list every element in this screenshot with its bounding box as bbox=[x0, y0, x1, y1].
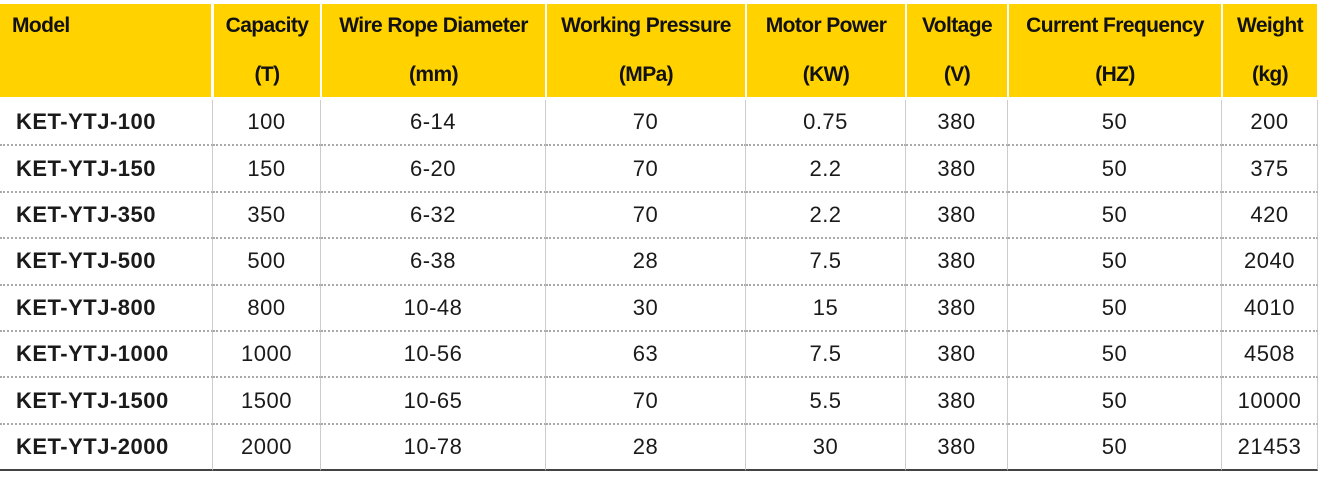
model-cell: KET-YTJ-2000 bbox=[0, 424, 213, 472]
data-cell: 4010 bbox=[1222, 285, 1318, 332]
header-unit: (MPa) bbox=[547, 52, 745, 97]
data-cell: 100 bbox=[213, 100, 321, 147]
model-cell: KET-YTJ-350 bbox=[0, 192, 213, 240]
header-title: Wire Rope Diameter bbox=[322, 4, 545, 52]
data-cell: 15 bbox=[746, 285, 906, 332]
header-title: Weight bbox=[1223, 4, 1317, 52]
data-cell: 150 bbox=[213, 146, 321, 193]
data-cell: 1500 bbox=[213, 378, 321, 425]
data-cell: 50 bbox=[1008, 146, 1222, 193]
header-unit bbox=[0, 52, 211, 97]
header-unit: (mm) bbox=[322, 52, 545, 97]
data-cell: 21453 bbox=[1222, 424, 1318, 472]
model-cell: KET-YTJ-500 bbox=[0, 239, 213, 286]
data-cell: 10-78 bbox=[321, 424, 546, 472]
data-cell: 200 bbox=[1222, 100, 1318, 147]
header-unit: (kg) bbox=[1223, 52, 1317, 97]
data-cell: 380 bbox=[906, 332, 1008, 379]
data-cell: 70 bbox=[546, 146, 746, 193]
data-cell: 2000 bbox=[213, 424, 321, 472]
data-cell: 380 bbox=[906, 378, 1008, 425]
model-cell: KET-YTJ-800 bbox=[0, 285, 213, 332]
data-cell: 380 bbox=[906, 100, 1008, 147]
data-cell: 50 bbox=[1008, 100, 1222, 147]
data-cell: 4508 bbox=[1222, 332, 1318, 379]
header-unit: (V) bbox=[907, 52, 1007, 97]
data-cell: 10-65 bbox=[321, 378, 546, 425]
data-cell: 6-20 bbox=[321, 146, 546, 193]
header-title: Model bbox=[0, 4, 211, 52]
data-cell: 0.75 bbox=[746, 100, 906, 147]
model-cell: KET-YTJ-100 bbox=[0, 100, 213, 147]
header-title: Working Pressure bbox=[547, 4, 745, 52]
data-cell: 380 bbox=[906, 239, 1008, 286]
data-cell: 350 bbox=[213, 192, 321, 240]
data-cell: 6-38 bbox=[321, 239, 546, 286]
data-cell: 10-48 bbox=[321, 285, 546, 332]
data-cell: 2.2 bbox=[746, 192, 906, 240]
data-cell: 70 bbox=[546, 378, 746, 425]
header-title: Capacity bbox=[214, 4, 320, 52]
data-cell: 30 bbox=[546, 285, 746, 332]
header-unit: (KW) bbox=[747, 52, 905, 97]
data-cell: 50 bbox=[1008, 239, 1222, 286]
header-title: Voltage bbox=[907, 4, 1007, 52]
data-cell: 380 bbox=[906, 424, 1008, 472]
data-cell: 6-14 bbox=[321, 100, 546, 147]
data-cell: 7.5 bbox=[746, 239, 906, 286]
data-cell: 380 bbox=[906, 192, 1008, 240]
data-cell: 7.5 bbox=[746, 332, 906, 379]
data-cell: 420 bbox=[1222, 192, 1318, 240]
header-title: Motor Power bbox=[747, 4, 905, 52]
data-cell: 10-56 bbox=[321, 332, 546, 379]
data-cell: 375 bbox=[1222, 146, 1318, 193]
model-cell: KET-YTJ-1500 bbox=[0, 378, 213, 425]
data-cell: 380 bbox=[906, 146, 1008, 193]
header-title: Current Frequency bbox=[1009, 4, 1221, 52]
header-unit: (T) bbox=[214, 52, 320, 97]
data-cell: 6-32 bbox=[321, 192, 546, 240]
data-cell: 50 bbox=[1008, 332, 1222, 379]
model-cell: KET-YTJ-1000 bbox=[0, 332, 213, 379]
data-cell: 10000 bbox=[1222, 378, 1318, 425]
data-cell: 63 bbox=[546, 332, 746, 379]
model-cell: KET-YTJ-150 bbox=[0, 146, 213, 193]
data-cell: 50 bbox=[1008, 424, 1222, 472]
data-cell: 2.2 bbox=[746, 146, 906, 193]
data-cell: 28 bbox=[546, 424, 746, 472]
data-cell: 50 bbox=[1008, 378, 1222, 425]
data-cell: 500 bbox=[213, 239, 321, 286]
data-cell: 800 bbox=[213, 285, 321, 332]
data-cell: 50 bbox=[1008, 285, 1222, 332]
data-cell: 70 bbox=[546, 192, 746, 240]
data-cell: 50 bbox=[1008, 192, 1222, 240]
header-unit: (HZ) bbox=[1009, 52, 1221, 97]
data-cell: 2040 bbox=[1222, 239, 1318, 286]
data-cell: 30 bbox=[746, 424, 906, 472]
data-cell: 70 bbox=[546, 100, 746, 147]
data-cell: 1000 bbox=[213, 332, 321, 379]
data-cell: 28 bbox=[546, 239, 746, 286]
data-cell: 5.5 bbox=[746, 378, 906, 425]
data-cell: 380 bbox=[906, 285, 1008, 332]
